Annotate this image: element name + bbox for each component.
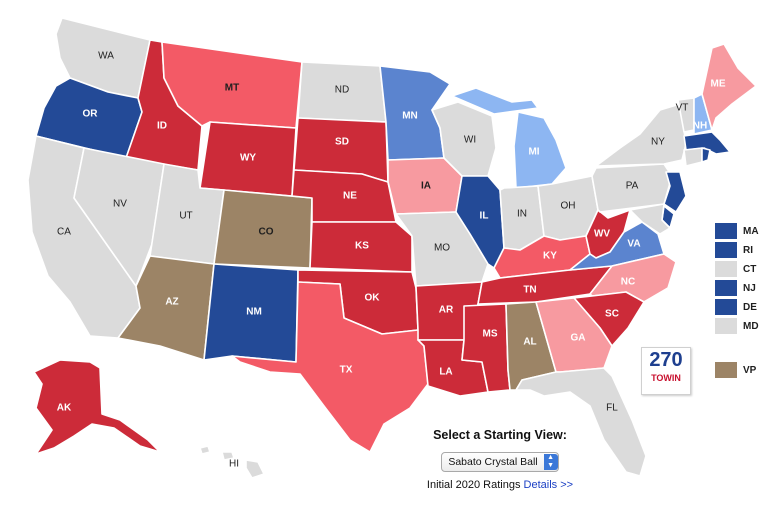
state-mi[interactable] bbox=[513, 111, 567, 189]
logo-sub: TOWIN bbox=[651, 373, 681, 383]
state-md[interactable] bbox=[629, 203, 671, 235]
label-ak: AK bbox=[57, 403, 72, 414]
legend-label: CT bbox=[743, 263, 757, 275]
state-ak[interactable] bbox=[33, 359, 161, 455]
starting-view-panel: Select a Starting View: Sabato Crystal B… bbox=[400, 428, 600, 491]
label-ok: OK bbox=[365, 293, 381, 304]
legend-item-md[interactable]: MD bbox=[715, 317, 775, 335]
state-tx[interactable] bbox=[231, 281, 429, 453]
label-mi: MI bbox=[528, 147, 539, 158]
legend-swatch[interactable] bbox=[715, 223, 737, 239]
state-me[interactable] bbox=[701, 43, 757, 131]
label-co: CO bbox=[259, 227, 274, 238]
label-ne: NE bbox=[343, 191, 357, 202]
legend-label: VP bbox=[743, 364, 757, 376]
label-tn: TN bbox=[523, 285, 536, 296]
legend-item-ct[interactable]: CT bbox=[715, 260, 775, 278]
state-fl[interactable] bbox=[515, 367, 647, 477]
select-arrows-icon[interactable]: ▲ ▼ bbox=[543, 454, 558, 470]
starting-view-select[interactable]: Sabato Crystal Ball ▲ ▼ bbox=[441, 452, 559, 472]
label-ny: NY bbox=[651, 137, 665, 148]
label-la: LA bbox=[439, 367, 452, 378]
label-nm: NM bbox=[246, 307, 262, 318]
label-mt: MT bbox=[225, 83, 239, 94]
label-ar: AR bbox=[439, 305, 454, 316]
label-fl: FL bbox=[606, 403, 618, 414]
details-link[interactable]: Details >> bbox=[523, 479, 574, 491]
270-to-win-logo[interactable]: 270 TOWIN bbox=[641, 347, 691, 395]
label-sc: SC bbox=[605, 309, 619, 320]
label-ia: IA bbox=[421, 181, 431, 192]
legend-swatch[interactable] bbox=[715, 242, 737, 258]
label-nd: ND bbox=[335, 85, 349, 96]
legend-item-nj[interactable]: NJ bbox=[715, 279, 775, 297]
label-id: ID bbox=[157, 121, 167, 132]
legend-label: RI bbox=[743, 244, 753, 256]
legend-item-vp[interactable]: VP bbox=[715, 361, 775, 379]
legend-swatch[interactable] bbox=[715, 299, 737, 315]
label-ks: KS bbox=[355, 241, 369, 252]
ratings-line: Initial 2020 Ratings Details >> bbox=[400, 479, 600, 491]
legend-label: MA bbox=[743, 225, 759, 237]
starting-view-selected: Sabato Crystal Ball bbox=[448, 456, 538, 468]
label-hi: HI bbox=[229, 459, 239, 470]
label-ca: CA bbox=[57, 227, 71, 238]
state-nv[interactable] bbox=[73, 147, 165, 287]
legend-swatch[interactable] bbox=[715, 362, 737, 378]
label-va: VA bbox=[627, 239, 640, 250]
label-mn: MN bbox=[402, 111, 418, 122]
label-wa: WA bbox=[98, 51, 114, 62]
state-ks[interactable] bbox=[309, 221, 413, 273]
state-ri[interactable] bbox=[701, 147, 711, 163]
legend-swatch[interactable] bbox=[715, 280, 737, 296]
label-tx: TX bbox=[340, 365, 353, 376]
label-nh: NH bbox=[693, 121, 707, 132]
starting-view-title: Select a Starting View: bbox=[433, 428, 567, 442]
state-nj[interactable] bbox=[663, 171, 687, 213]
label-sd: SD bbox=[335, 137, 349, 148]
label-wv: WV bbox=[594, 229, 610, 240]
label-pa: PA bbox=[626, 181, 639, 192]
legend-label: DE bbox=[743, 301, 757, 313]
state-ny[interactable] bbox=[595, 103, 687, 167]
legend-label: NJ bbox=[743, 282, 756, 294]
label-ut: UT bbox=[179, 211, 192, 222]
label-nc: NC bbox=[621, 277, 635, 288]
logo-number: 270 bbox=[649, 349, 683, 371]
legend-swatch[interactable] bbox=[715, 261, 737, 277]
label-al: AL bbox=[523, 337, 536, 348]
label-wi: WI bbox=[464, 135, 476, 146]
label-az: AZ bbox=[165, 297, 178, 308]
legend-item-ri[interactable]: RI bbox=[715, 241, 775, 259]
label-me: ME bbox=[711, 79, 726, 90]
small-states-legend: MA RI CT NJ DE MD VP bbox=[715, 222, 775, 380]
legend-item-ma[interactable]: MA bbox=[715, 222, 775, 240]
label-nv: NV bbox=[113, 199, 127, 210]
ratings-text: Initial 2020 Ratings bbox=[426, 479, 521, 491]
label-oh: OH bbox=[561, 201, 576, 212]
state-ct[interactable] bbox=[683, 147, 703, 167]
label-in: IN bbox=[517, 209, 527, 220]
state-mi-up[interactable] bbox=[451, 87, 539, 115]
label-il: IL bbox=[480, 211, 489, 222]
state-hi[interactable] bbox=[199, 445, 265, 479]
label-mo: MO bbox=[434, 243, 450, 254]
label-wy: WY bbox=[240, 153, 256, 164]
legend-label: MD bbox=[743, 320, 759, 332]
legend-swatch[interactable] bbox=[715, 318, 737, 334]
label-or: OR bbox=[83, 109, 99, 120]
legend-item-de[interactable]: DE bbox=[715, 298, 775, 316]
label-ky: KY bbox=[543, 251, 557, 262]
label-ga: GA bbox=[571, 333, 586, 344]
label-vt: VT bbox=[676, 103, 689, 114]
label-ms: MS bbox=[483, 329, 498, 340]
